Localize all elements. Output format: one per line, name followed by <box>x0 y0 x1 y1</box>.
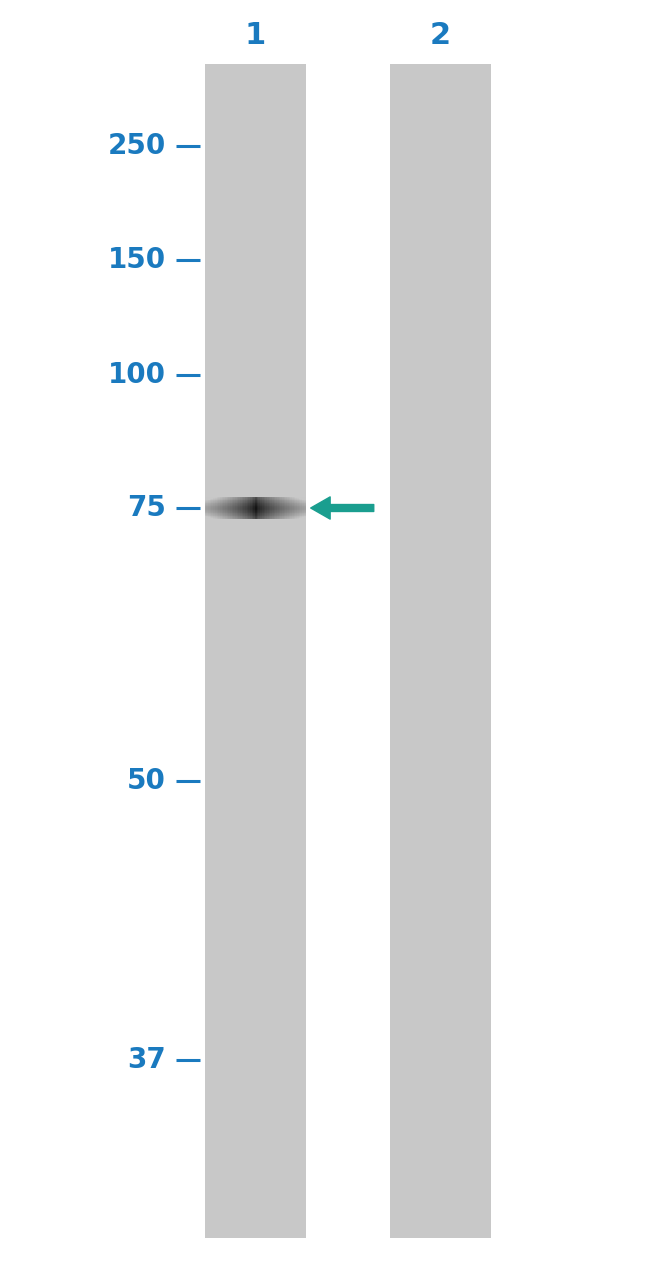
Text: 250: 250 <box>107 132 166 160</box>
Text: 100: 100 <box>108 361 166 389</box>
Text: 150: 150 <box>108 246 166 274</box>
Text: 1: 1 <box>244 22 266 50</box>
Text: 50: 50 <box>127 767 166 795</box>
Bar <box>205 64 306 1238</box>
Text: 75: 75 <box>127 494 166 522</box>
Bar <box>390 64 491 1238</box>
Text: 2: 2 <box>430 22 451 50</box>
Text: 37: 37 <box>127 1046 166 1074</box>
